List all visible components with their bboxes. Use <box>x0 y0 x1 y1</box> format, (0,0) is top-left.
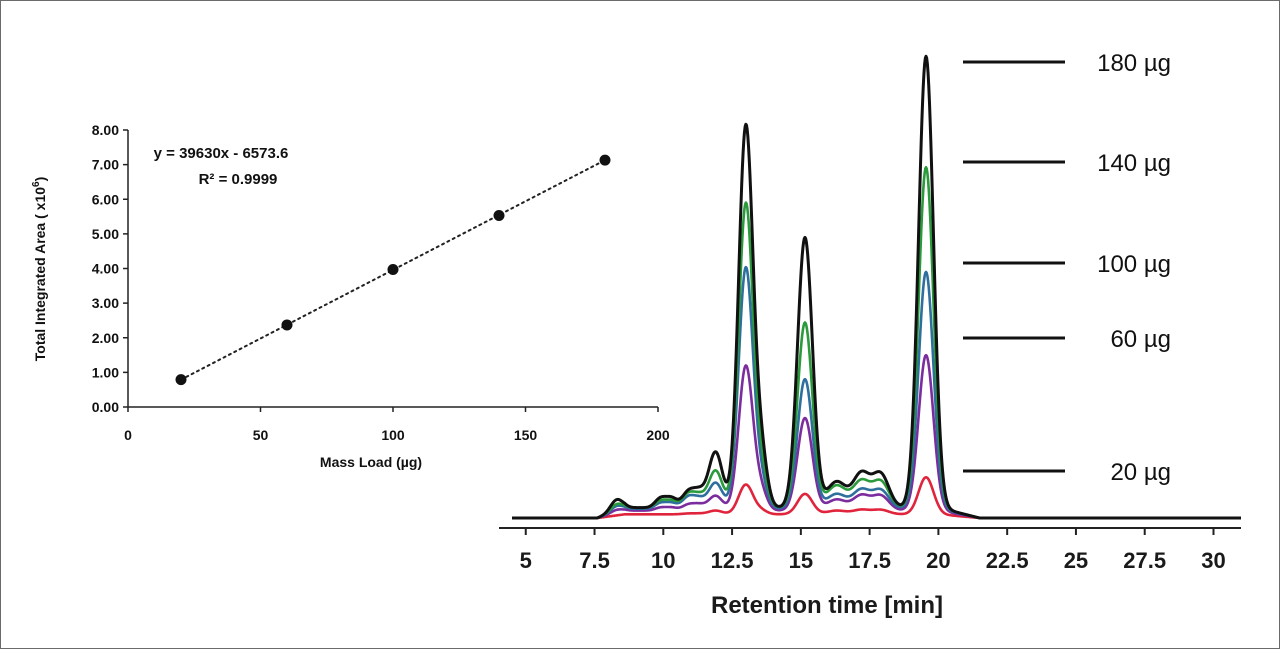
calibration-y-tick-label: 2.00 <box>92 330 119 346</box>
legend-label: 140 µg <box>1097 150 1171 177</box>
y-axis-title-superscript: 6 <box>31 181 42 187</box>
calibration-point-60 <box>281 319 293 331</box>
calibration-y-tick-label: 1.00 <box>92 364 119 380</box>
trace-180-ug <box>511 54 1242 520</box>
calibration-y-ticks: 0.00 1.00 2.00 3.00 4.00 5.00 6.00 7.00 8.00 <box>92 122 128 415</box>
calibration-x-ticks: 0 50 100 150 200 <box>124 407 670 443</box>
chromatogram-plot: 5 7.5 10 12.5 15 17.5 20 22.5 25 27.5 30 Retention… <box>499 50 1242 619</box>
chromatogram-traces <box>511 54 1242 520</box>
calibration-y-tick-label: 0.00 <box>92 399 119 415</box>
chromatogram-x-ticks: 5 7.5 10 12.5 15 17.5 20 22.5 25 27.5 30 <box>520 528 1226 573</box>
calibration-points <box>175 154 611 386</box>
trendline-r-squared: R² = 0.9999 <box>199 171 278 188</box>
calibration-y-tick-label: 6.00 <box>92 191 119 207</box>
y-axis-title-close: ) <box>32 177 48 182</box>
trace-60-ug <box>511 353 1242 520</box>
calibration-trendline <box>180 159 606 381</box>
calibration-y-tick-label: 8.00 <box>92 122 119 138</box>
calibration-y-tick-label: 7.00 <box>92 157 119 173</box>
chromatogram-x-tick-label: 25 <box>1064 548 1088 573</box>
chromatogram-x-tick-label: 15 <box>789 548 813 573</box>
chromatogram-x-tick-label: 22.5 <box>986 548 1029 573</box>
calibration-y-tick-label: 4.00 <box>92 261 119 277</box>
chromatogram-x-tick-label: 12.5 <box>711 548 754 573</box>
chromatogram-x-tick-label: 17.5 <box>848 548 891 573</box>
chromatogram-x-tick-label: 5 <box>520 548 532 573</box>
chromatogram-x-tick-label: 10 <box>651 548 675 573</box>
calibration-x-axis-title: Mass Load (µg) <box>320 454 422 470</box>
calibration-point-180 <box>599 154 611 166</box>
calibration-point-20 <box>175 374 187 386</box>
calibration-y-tick-label: 5.00 <box>92 226 119 242</box>
calibration-x-tick-label: 200 <box>646 427 670 443</box>
calibration-y-tick-label: 3.00 <box>92 295 119 311</box>
chromatogram-x-tick-label: 7.5 <box>579 548 610 573</box>
y-axis-title-main: Total Integrated Area ( x10 <box>32 187 48 361</box>
chromatogram-x-tick-label: 30 <box>1201 548 1225 573</box>
legend-label: 180 µg <box>1097 50 1171 77</box>
calibration-y-axis-title: Total Integrated Area ( x106) <box>31 177 48 362</box>
calibration-x-tick-label: 0 <box>124 427 132 443</box>
legend-label: 20 µg <box>1110 459 1171 486</box>
calibration-x-tick-label: 50 <box>253 427 269 443</box>
trendline-equation: y = 39630x - 6573.6 <box>154 145 289 162</box>
chromatogram-x-tick-label: 20 <box>926 548 950 573</box>
calibration-x-tick-label: 100 <box>381 427 405 443</box>
chromatogram-x-tick-label: 27.5 <box>1123 548 1166 573</box>
calibration-point-140 <box>493 210 505 222</box>
calibration-point-100 <box>387 264 399 276</box>
legend-label: 100 µg <box>1097 251 1171 278</box>
chromatogram-x-axis-title: Retention time [min] <box>711 592 943 619</box>
calibration-x-tick-label: 150 <box>514 427 538 443</box>
legend-label: 60 µg <box>1110 326 1171 353</box>
mass-load-legend: 180 µg 140 µg 100 µg 60 µg 20 µg <box>963 50 1171 486</box>
calibration-plot: 0.00 1.00 2.00 3.00 4.00 5.00 6.00 7.00 8.00 0 50… <box>31 122 670 470</box>
